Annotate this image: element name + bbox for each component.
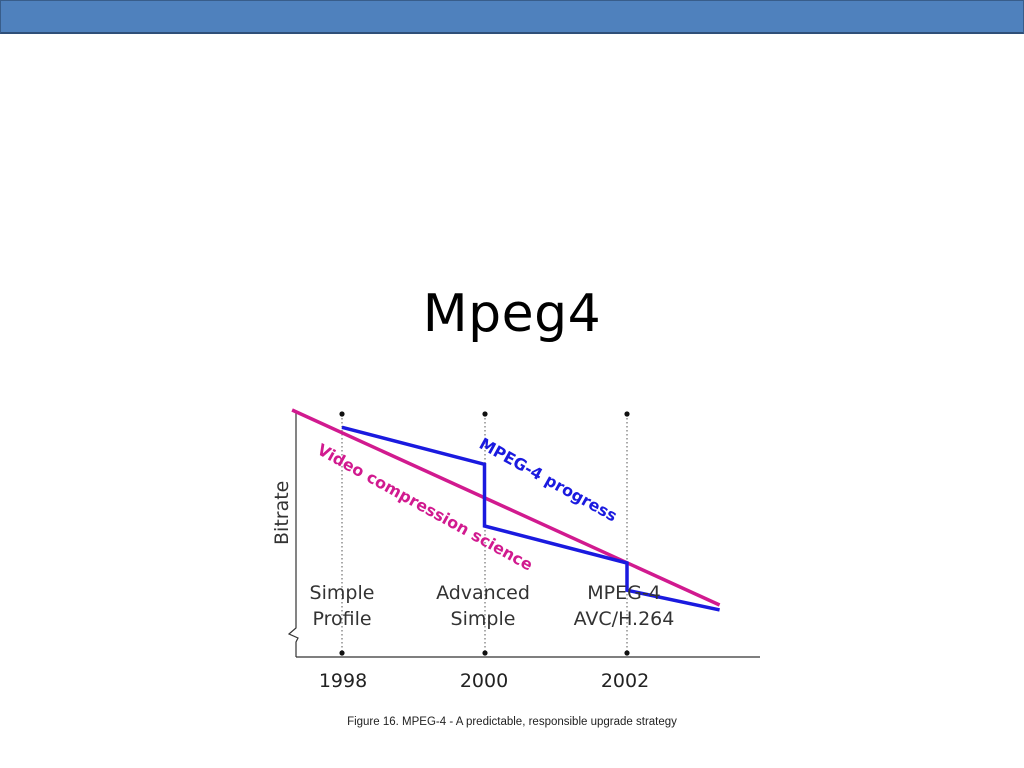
slide-title: Mpeg4 xyxy=(422,284,602,344)
milestone-1998-line1: Simple xyxy=(310,582,375,604)
x-tick-label-2002: 2002 xyxy=(601,670,649,692)
milestone-bottom-dot-2000 xyxy=(482,650,488,656)
figure-caption: Figure 16. MPEG-4 - A predictable, respo… xyxy=(347,716,677,728)
milestone-2000-line2: Simple xyxy=(451,608,516,630)
milestone-2002-line1: MPEG-4 xyxy=(587,582,661,604)
milestone-bottom-dot-1998 xyxy=(339,650,345,656)
series-label-mpeg4-progress: MPEG-4 progress xyxy=(476,434,620,526)
milestone-2002-line2: AVC/H.264 xyxy=(574,608,675,630)
x-tick-label-1998: 1998 xyxy=(319,670,367,692)
milestone-bottom-dot-2002 xyxy=(624,650,630,656)
series-line-mpeg4-progress xyxy=(341,425,720,612)
y-axis xyxy=(287,412,299,657)
milestone-1998-line2: Profile xyxy=(312,608,371,630)
series-line-video-compression-science xyxy=(291,408,721,607)
milestone-top-dot-2000 xyxy=(482,411,488,417)
x-tick-label-2000: 2000 xyxy=(460,670,508,692)
milestone-top-dot-1998 xyxy=(339,411,345,417)
slide-header-bar xyxy=(0,0,1024,34)
milestone-2000-line1: Advanced xyxy=(436,582,530,604)
milestone-top-dot-2002 xyxy=(624,411,630,417)
y-axis-label: Bitrate xyxy=(271,481,293,545)
